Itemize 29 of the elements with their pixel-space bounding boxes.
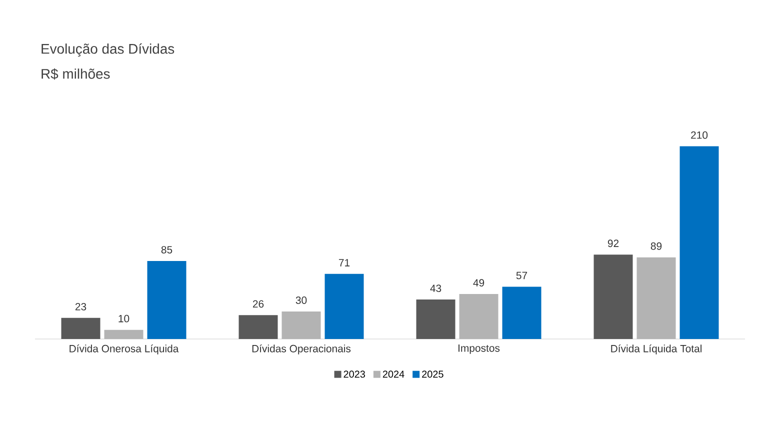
x-tick-label: Impostos (458, 344, 500, 354)
data-label: 43 (430, 284, 442, 292)
data-label: 89 (650, 242, 662, 250)
bar (502, 286, 542, 339)
legend-label: 2025 (422, 370, 444, 378)
data-label: 49 (473, 279, 484, 287)
x-tick-label: Dívida Onerosa Líquida (70, 344, 179, 354)
bar (238, 315, 278, 339)
bar (594, 254, 633, 339)
bar (147, 261, 186, 339)
data-label: 30 (296, 296, 307, 304)
data-label: 71 (338, 259, 350, 266)
data-label: 26 (252, 300, 264, 308)
bar (61, 318, 100, 339)
chart-subtitle: R$ milhões (42, 68, 110, 80)
data-label: 57 (516, 272, 528, 280)
bar (680, 146, 719, 339)
x-tick-label: Dívida Líquida Total (611, 344, 702, 354)
data-label: 10 (118, 314, 130, 322)
bar (324, 274, 364, 339)
data-label: 92 (608, 240, 619, 248)
data-label: 210 (691, 131, 708, 139)
legend-label: 2024 (382, 370, 404, 378)
chart-title: Evolução das Dívidas (42, 43, 174, 57)
data-label: 85 (161, 246, 172, 254)
x-tick-label: Dívidas Operacionais (252, 344, 351, 354)
bar (416, 300, 456, 339)
legend-label: 2023 (344, 370, 365, 378)
data-label: 23 (75, 302, 86, 310)
